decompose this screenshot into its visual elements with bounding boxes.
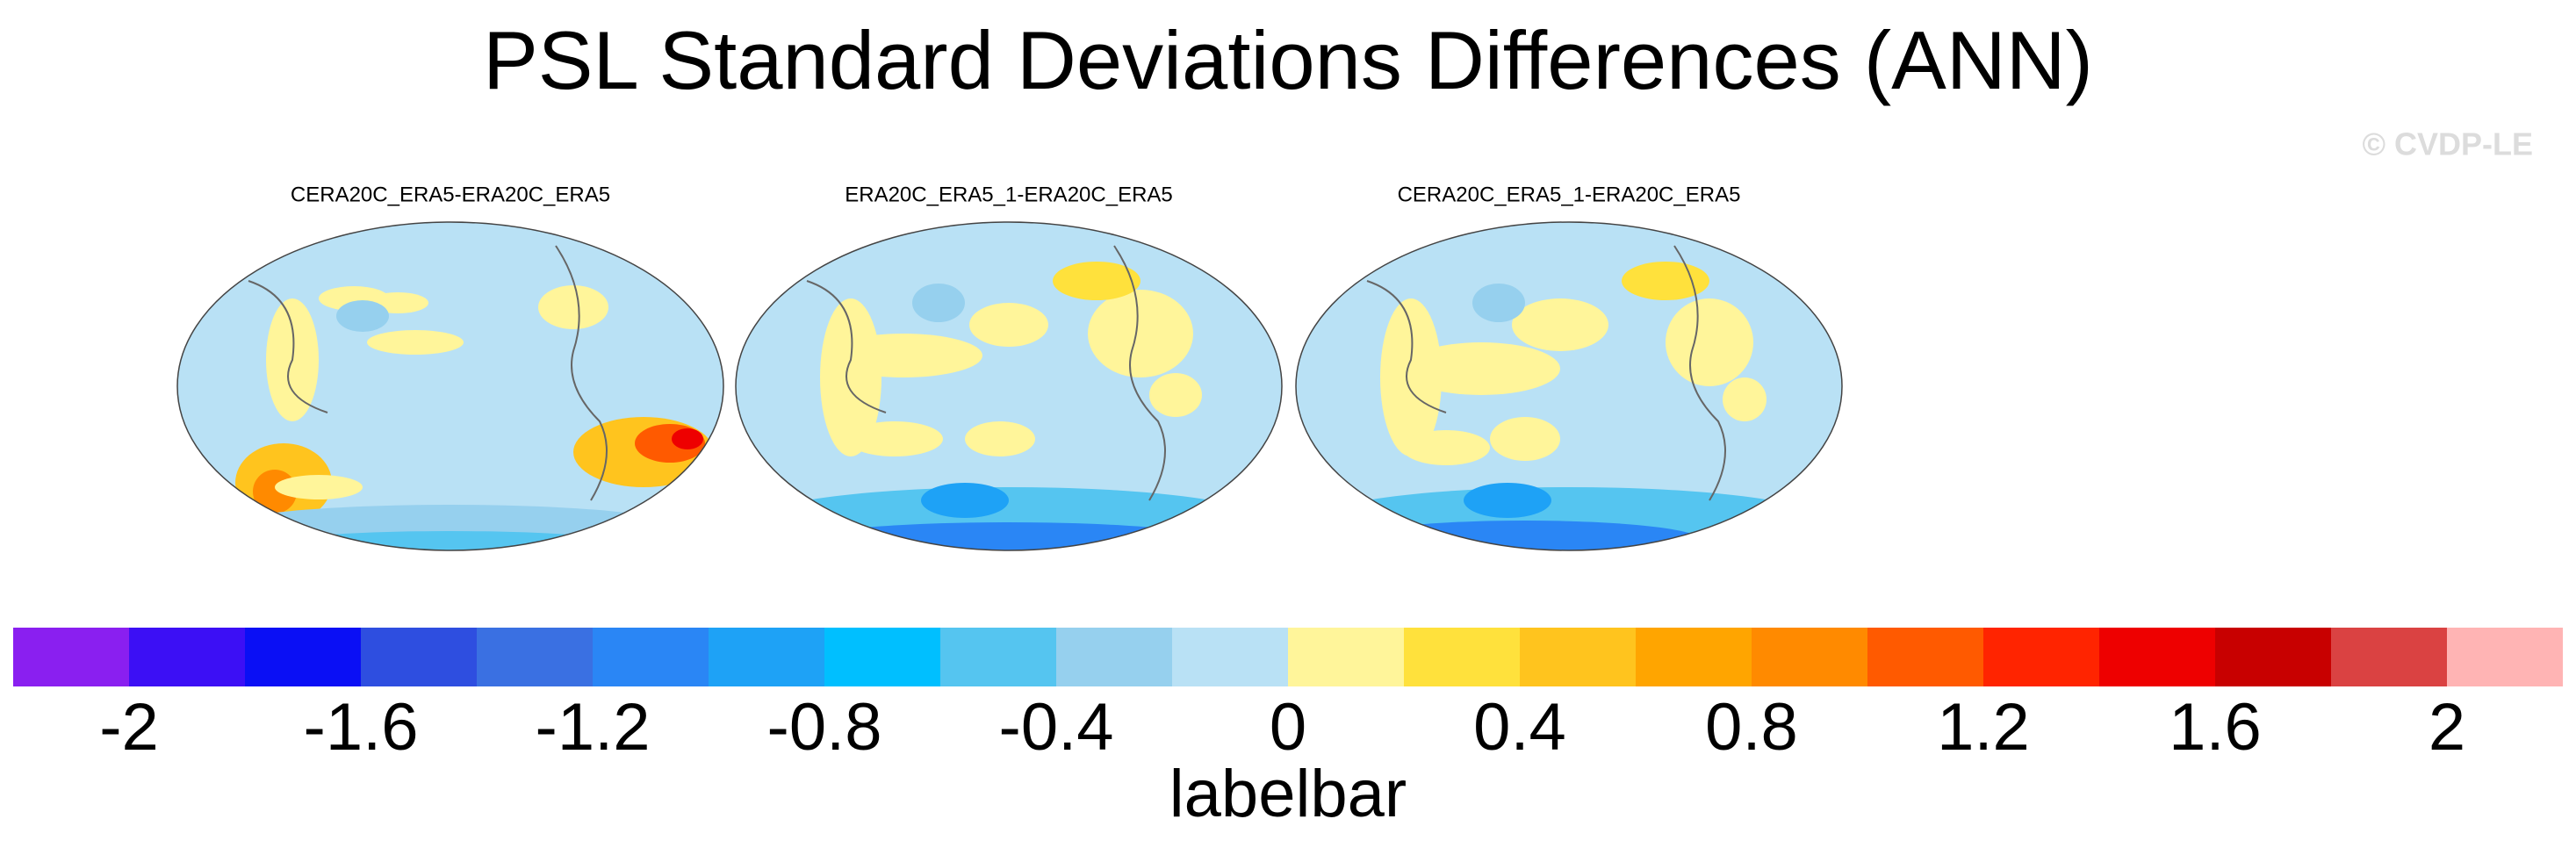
color-box [2215, 628, 2331, 686]
watermark: © CVDP-LE [2362, 126, 2533, 162]
figure-title: PSL Standard Deviations Differences (ANN… [483, 14, 2093, 106]
colorbar-tick-label: 0.8 [1705, 690, 1798, 765]
map-panel [177, 222, 723, 550]
field-blob [672, 428, 703, 449]
field-blob [1349, 521, 1701, 550]
colorbar-tick-label: 0.4 [1473, 690, 1566, 765]
field-blob [921, 483, 1009, 518]
color-box [2447, 628, 2563, 686]
color-box [1404, 628, 1520, 686]
field-blob [538, 285, 608, 329]
colorbar-tick-label: -1.6 [304, 690, 419, 765]
field-blob [846, 421, 943, 456]
color-box [477, 628, 593, 686]
map-border [1295, 221, 1843, 551]
field-blob [1053, 262, 1140, 300]
panel-title: CERA20C_ERA5_1-ERA20C_ERA5 [1398, 183, 1741, 206]
field-blob [1490, 417, 1560, 461]
color-box [1172, 628, 1288, 686]
field-blob [275, 531, 626, 550]
panel-title: ERA20C_ERA5_1-ERA20C_ERA5 [845, 183, 1173, 206]
field-blob [1472, 284, 1525, 322]
map-border [176, 221, 724, 551]
field-blob [1512, 298, 1608, 351]
field-blob [336, 300, 389, 332]
color-box [1983, 628, 2099, 686]
field-blob [1723, 377, 1767, 421]
colorbar-tick-label: 0 [1270, 690, 1306, 765]
colorbar-tick-label: 1.6 [2169, 690, 2262, 765]
field-blob [1149, 373, 1202, 417]
map-panel [736, 222, 1282, 550]
field-blob [912, 284, 965, 322]
color-box [1056, 628, 1172, 686]
colorbar-tick-label: 1.2 [1937, 690, 2030, 765]
colorbar-tick-label: -0.4 [999, 690, 1114, 765]
field-blob [1464, 483, 1551, 518]
maps: CERA20C_ERA5-ERA20C_ERA5 ERA20C_ERA5_1-ER… [176, 183, 1843, 551]
color-box [593, 628, 709, 686]
color-box [1752, 628, 1867, 686]
panel-title: CERA20C_ERA5-ERA20C_ERA5 [291, 183, 610, 206]
colorbar-tick-label: 2 [2428, 690, 2465, 765]
field-blob [824, 334, 982, 377]
colorbar-tick-label: -0.8 [767, 690, 882, 765]
field-blob [807, 522, 1211, 550]
field-blob [367, 330, 464, 355]
color-box [2331, 628, 2447, 686]
color-box [824, 628, 940, 686]
colorbar-tick-label: -2 [99, 690, 159, 765]
color-box [1288, 628, 1404, 686]
color-box [1520, 628, 1636, 686]
color-box [13, 628, 129, 686]
color-box [709, 628, 824, 686]
map-panel [1296, 222, 1842, 550]
field-blob [1402, 430, 1490, 465]
field-blob [969, 303, 1048, 347]
color-box [1636, 628, 1752, 686]
field-blob [1666, 298, 1753, 386]
field-blob [1402, 342, 1560, 395]
color-box [1867, 628, 1983, 686]
color-box [2099, 628, 2215, 686]
color-box [129, 628, 245, 686]
field-blob [1088, 290, 1193, 377]
colorbar-label: labelbar [1169, 757, 1407, 831]
field-blob [275, 475, 363, 499]
color-box [940, 628, 1056, 686]
color-box [245, 628, 361, 686]
field-blob [965, 421, 1035, 456]
colorbar: -2 -1.6 -1.2 -0.8 -0.4 0 0.4 0.8 1.2 1.6 2 labelbar [13, 628, 2563, 831]
color-box [361, 628, 477, 686]
map-border [735, 221, 1283, 551]
colorbar-tick-label: -1.2 [536, 690, 651, 765]
